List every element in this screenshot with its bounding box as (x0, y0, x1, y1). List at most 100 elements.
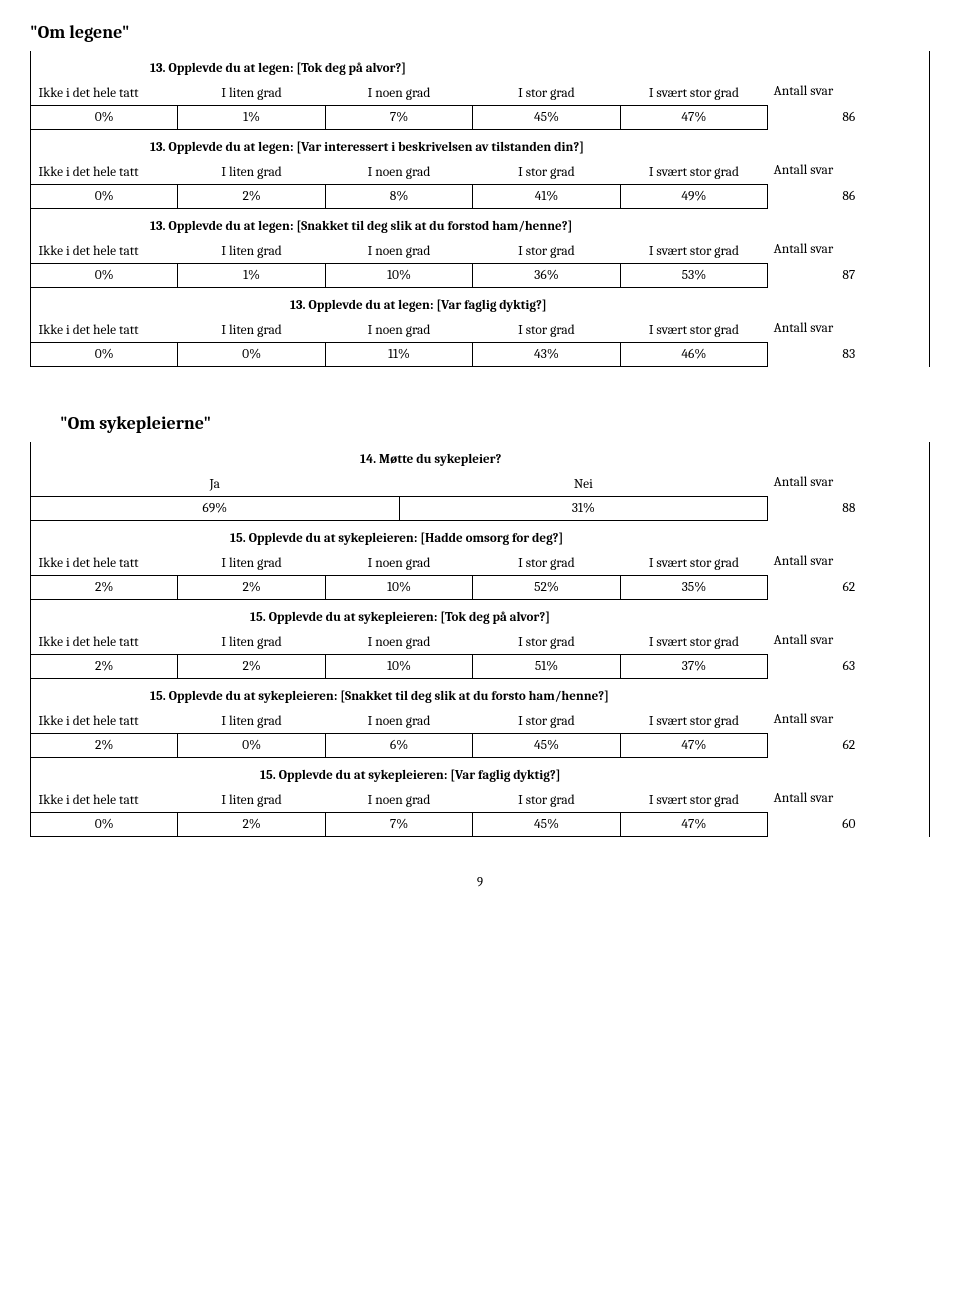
scale-col-5: I svært stor grad (620, 785, 767, 813)
antall-label: Antall svar (768, 469, 930, 497)
scale-col-3: I noen grad (325, 315, 472, 343)
q15-1-title: 15. Opplevde du at sykepleieren: [Hadde … (30, 521, 930, 548)
antall-label: Antall svar (768, 548, 930, 576)
scale-col-4: I stor grad (473, 706, 620, 734)
q15-3-total: 62 (768, 734, 930, 758)
scale-col-3: I noen grad (325, 706, 472, 734)
scale2-col-2: Nei (399, 469, 768, 497)
q14-table: Ja Nei Antall svar 69% 31% 88 (30, 469, 930, 521)
q13-3-total: 87 (768, 264, 930, 288)
scale-col-4: I stor grad (473, 157, 620, 185)
antall-label: Antall svar (768, 627, 930, 655)
antall-label: Antall svar (768, 78, 930, 106)
section-title-1: "Om legene" (30, 22, 930, 43)
q15-3-v2: 0% (178, 734, 325, 758)
q13-2-title: 13. Opplevde du at legen: [Var interesse… (30, 130, 930, 157)
q14-v2: 31% (399, 497, 768, 521)
q13-4-v4: 43% (473, 343, 620, 367)
q15-3-title: 15. Opplevde du at sykepleieren: [Snakke… (30, 679, 930, 706)
q13-2-total: 86 (768, 185, 930, 209)
q15-1-total: 62 (768, 576, 930, 600)
scale-col-1: Ikke i det hele tatt (31, 548, 178, 576)
q13-3-v4: 36% (473, 264, 620, 288)
q15-2-title: 15. Opplevde du at sykepleieren: [Tok de… (30, 600, 930, 627)
q13-2-v2: 2% (178, 185, 325, 209)
scale2-col-1: Ja (31, 469, 400, 497)
scale-col-1: Ikke i det hele tatt (31, 236, 178, 264)
q15-1-table: Ikke i det hele tatt I liten grad I noen… (30, 548, 930, 600)
q15-4-v2: 2% (178, 813, 325, 837)
antall-label: Antall svar (768, 785, 930, 813)
q15-4-title: 15. Opplevde du at sykepleieren: [Var fa… (30, 758, 930, 785)
scale-col-3: I noen grad (325, 627, 472, 655)
scale-col-2: I liten grad (178, 706, 325, 734)
scale-col-4: I stor grad (473, 236, 620, 264)
scale-col-1: Ikke i det hele tatt (31, 706, 178, 734)
scale-col-2: I liten grad (178, 315, 325, 343)
q15-1-v2: 2% (178, 576, 325, 600)
q13-4-v3: 11% (325, 343, 472, 367)
antall-label: Antall svar (768, 236, 930, 264)
scale-col-2: I liten grad (178, 236, 325, 264)
q13-1-table: Ikke i det hele tatt I liten grad I noen… (30, 78, 930, 130)
scale-col-1: Ikke i det hele tatt (31, 157, 178, 185)
q13-3-table: Ikke i det hele tatt I liten grad I noen… (30, 236, 930, 288)
scale-col-5: I svært stor grad (620, 78, 767, 106)
q15-3-v1: 2% (31, 734, 178, 758)
q13-1-v5: 47% (620, 106, 767, 130)
q13-2-table: Ikke i det hele tatt I liten grad I noen… (30, 157, 930, 209)
scale-col-5: I svært stor grad (620, 315, 767, 343)
q15-3-v3: 6% (325, 734, 472, 758)
q13-1-total: 86 (768, 106, 930, 130)
q15-1-v4: 52% (473, 576, 620, 600)
q13-3-v3: 10% (325, 264, 472, 288)
scale-col-4: I stor grad (473, 315, 620, 343)
q15-4-total: 60 (768, 813, 930, 837)
q15-2-v3: 10% (325, 655, 472, 679)
scale-col-1: Ikke i det hele tatt (31, 315, 178, 343)
q13-3-v1: 0% (31, 264, 178, 288)
q13-1-v3: 7% (325, 106, 472, 130)
scale-col-2: I liten grad (178, 78, 325, 106)
q14-title: 14. Møtte du sykepleier? (30, 442, 930, 469)
scale-col-3: I noen grad (325, 157, 472, 185)
q13-4-total: 83 (768, 343, 930, 367)
q15-1-v3: 10% (325, 576, 472, 600)
q15-4-v1: 0% (31, 813, 178, 837)
scale-col-2: I liten grad (178, 157, 325, 185)
scale-col-5: I svært stor grad (620, 236, 767, 264)
antall-label: Antall svar (768, 315, 930, 343)
scale-col-4: I stor grad (473, 548, 620, 576)
q15-3-v4: 45% (473, 734, 620, 758)
q15-3-table: Ikke i det hele tatt I liten grad I noen… (30, 706, 930, 758)
scale-col-1: Ikke i det hele tatt (31, 785, 178, 813)
q13-4-v2: 0% (178, 343, 325, 367)
scale-col-3: I noen grad (325, 236, 472, 264)
scale-col-3: I noen grad (325, 548, 472, 576)
scale-col-2: I liten grad (178, 785, 325, 813)
scale-col-4: I stor grad (473, 785, 620, 813)
q13-3-v5: 53% (620, 264, 767, 288)
q13-2-v5: 49% (620, 185, 767, 209)
q15-2-total: 63 (768, 655, 930, 679)
q15-4-table: Ikke i det hele tatt I liten grad I noen… (30, 785, 930, 837)
scale-col-5: I svært stor grad (620, 157, 767, 185)
section-2-block: 14. Møtte du sykepleier? Ja Nei Antall s… (30, 442, 930, 837)
q15-4-v3: 7% (325, 813, 472, 837)
q13-1-v2: 1% (178, 106, 325, 130)
q13-1-title: 13. Opplevde du at legen: [Tok deg på al… (30, 51, 930, 78)
scale-col-2: I liten grad (178, 548, 325, 576)
q13-2-v4: 41% (473, 185, 620, 209)
page-number: 9 (30, 875, 930, 890)
scale-col-5: I svært stor grad (620, 706, 767, 734)
scale-col-3: I noen grad (325, 78, 472, 106)
q14-v1: 69% (31, 497, 400, 521)
antall-label: Antall svar (768, 157, 930, 185)
q13-3-title: 13. Opplevde du at legen: [Snakket til d… (30, 209, 930, 236)
q13-3-v2: 1% (178, 264, 325, 288)
section-1-block: 13. Opplevde du at legen: [Tok deg på al… (30, 51, 930, 367)
scale-col-2: I liten grad (178, 627, 325, 655)
q15-1-v5: 35% (620, 576, 767, 600)
scale-col-3: I noen grad (325, 785, 472, 813)
q15-2-v2: 2% (178, 655, 325, 679)
